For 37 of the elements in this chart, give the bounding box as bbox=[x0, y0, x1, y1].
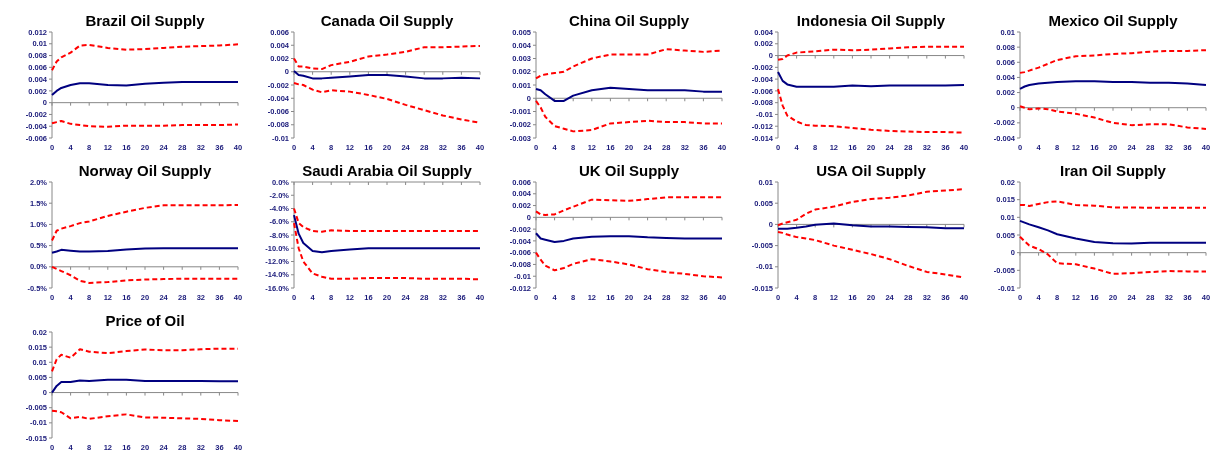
line-series bbox=[293, 214, 481, 254]
chart-title: Brazil Oil Supply bbox=[85, 12, 206, 29]
line-series bbox=[51, 378, 239, 394]
line-series bbox=[777, 188, 965, 227]
line-series bbox=[51, 203, 239, 242]
line-series bbox=[293, 222, 481, 281]
chart-title: Canada Oil Supply bbox=[320, 12, 454, 29]
chart-title: China Oil Supply bbox=[568, 12, 690, 29]
line-series bbox=[1019, 235, 1207, 275]
line-series bbox=[293, 207, 481, 233]
line-series bbox=[777, 45, 965, 61]
line-series bbox=[1019, 80, 1207, 90]
line-series bbox=[535, 251, 723, 279]
chart-title: Norway Oil Supply bbox=[78, 162, 212, 179]
line-series bbox=[535, 86, 723, 102]
line-series bbox=[777, 71, 965, 88]
line-series bbox=[51, 347, 239, 373]
line-series bbox=[1019, 200, 1207, 209]
chart-title: Mexico Oil Supply bbox=[1048, 12, 1179, 29]
line-series bbox=[51, 265, 239, 284]
line-series bbox=[1019, 105, 1207, 130]
line-series bbox=[777, 88, 965, 134]
chart-title: Iran Oil Supply bbox=[1060, 162, 1167, 179]
line-series bbox=[51, 81, 239, 97]
line-series bbox=[535, 48, 723, 80]
line-series bbox=[1019, 49, 1207, 74]
line-series bbox=[535, 232, 723, 244]
line-series bbox=[51, 43, 239, 72]
chart-title: Saudi Arabia Oil Supply bbox=[302, 162, 473, 179]
chart-title: Indonesia Oil Supply bbox=[796, 12, 946, 29]
line-series bbox=[293, 70, 481, 80]
chart-title: USA Oil Supply bbox=[816, 162, 927, 179]
chart-title: UK Oil Supply bbox=[578, 162, 680, 179]
chart-title: Price of Oil bbox=[105, 312, 185, 329]
line-series bbox=[1019, 219, 1207, 245]
line-series bbox=[535, 99, 723, 133]
line-series bbox=[51, 409, 239, 423]
